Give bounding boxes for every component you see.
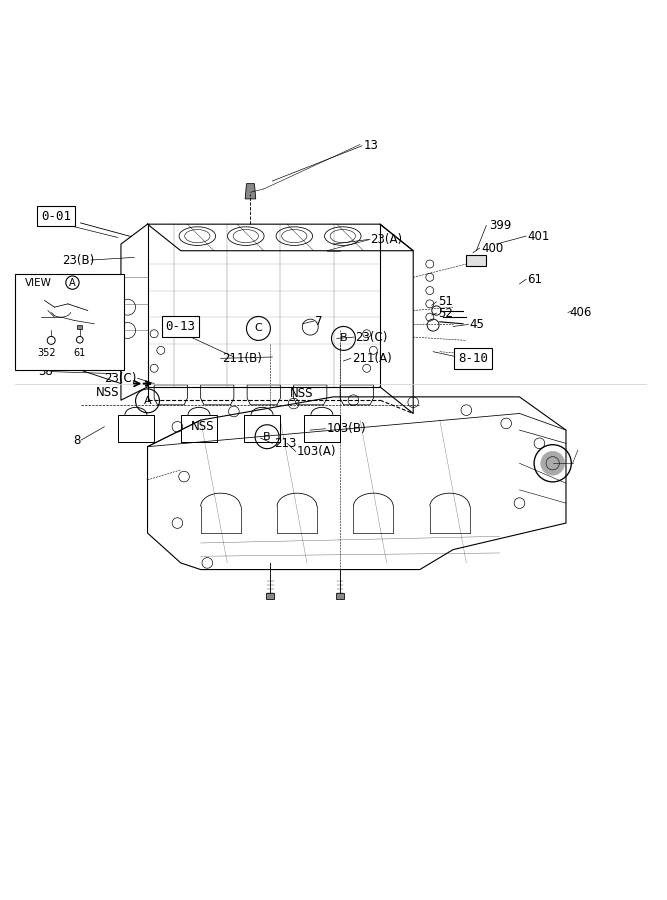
Text: 211(A): 211(A) bbox=[352, 352, 392, 365]
Polygon shape bbox=[15, 274, 124, 370]
Polygon shape bbox=[266, 593, 274, 599]
Text: 400: 400 bbox=[481, 241, 503, 255]
Text: 51: 51 bbox=[438, 295, 453, 309]
Circle shape bbox=[541, 451, 565, 475]
Text: C: C bbox=[255, 323, 262, 333]
Text: 13: 13 bbox=[364, 140, 378, 152]
Text: 103(A): 103(A) bbox=[297, 445, 336, 458]
Text: NSS: NSS bbox=[191, 419, 214, 433]
Text: 211(B): 211(B) bbox=[222, 352, 261, 365]
Text: A: A bbox=[143, 396, 151, 406]
Text: 23(C): 23(C) bbox=[104, 372, 137, 385]
Text: 38: 38 bbox=[38, 365, 53, 378]
Text: B: B bbox=[263, 432, 271, 442]
Polygon shape bbox=[245, 184, 255, 199]
Text: 0-01: 0-01 bbox=[41, 210, 71, 222]
Text: 23(C): 23(C) bbox=[356, 330, 388, 344]
Text: 8: 8 bbox=[73, 434, 81, 446]
Polygon shape bbox=[77, 325, 83, 329]
Text: 45: 45 bbox=[470, 318, 484, 331]
Text: NSS: NSS bbox=[290, 387, 314, 400]
Text: 61: 61 bbox=[73, 348, 86, 358]
Text: A: A bbox=[69, 277, 76, 288]
Text: B: B bbox=[340, 333, 348, 344]
Text: 52: 52 bbox=[438, 307, 453, 320]
Text: 23(B): 23(B) bbox=[63, 254, 95, 266]
Polygon shape bbox=[336, 593, 344, 599]
Text: 401: 401 bbox=[528, 230, 550, 243]
Text: 23(A): 23(A) bbox=[370, 233, 402, 246]
Text: 399: 399 bbox=[490, 219, 512, 232]
Text: 406: 406 bbox=[570, 306, 592, 319]
Text: 352: 352 bbox=[37, 348, 56, 358]
Text: 8-10: 8-10 bbox=[458, 352, 488, 365]
Text: NSS: NSS bbox=[96, 386, 120, 400]
Text: VIEW: VIEW bbox=[25, 277, 51, 288]
Text: 0-13: 0-13 bbox=[165, 320, 195, 333]
Text: 7: 7 bbox=[315, 315, 322, 328]
Text: 103(B): 103(B) bbox=[327, 422, 366, 436]
Polygon shape bbox=[466, 256, 486, 266]
Text: 38: 38 bbox=[40, 287, 55, 301]
Text: 70: 70 bbox=[38, 330, 53, 344]
Text: 213: 213 bbox=[273, 436, 296, 450]
Text: 61: 61 bbox=[528, 273, 542, 286]
